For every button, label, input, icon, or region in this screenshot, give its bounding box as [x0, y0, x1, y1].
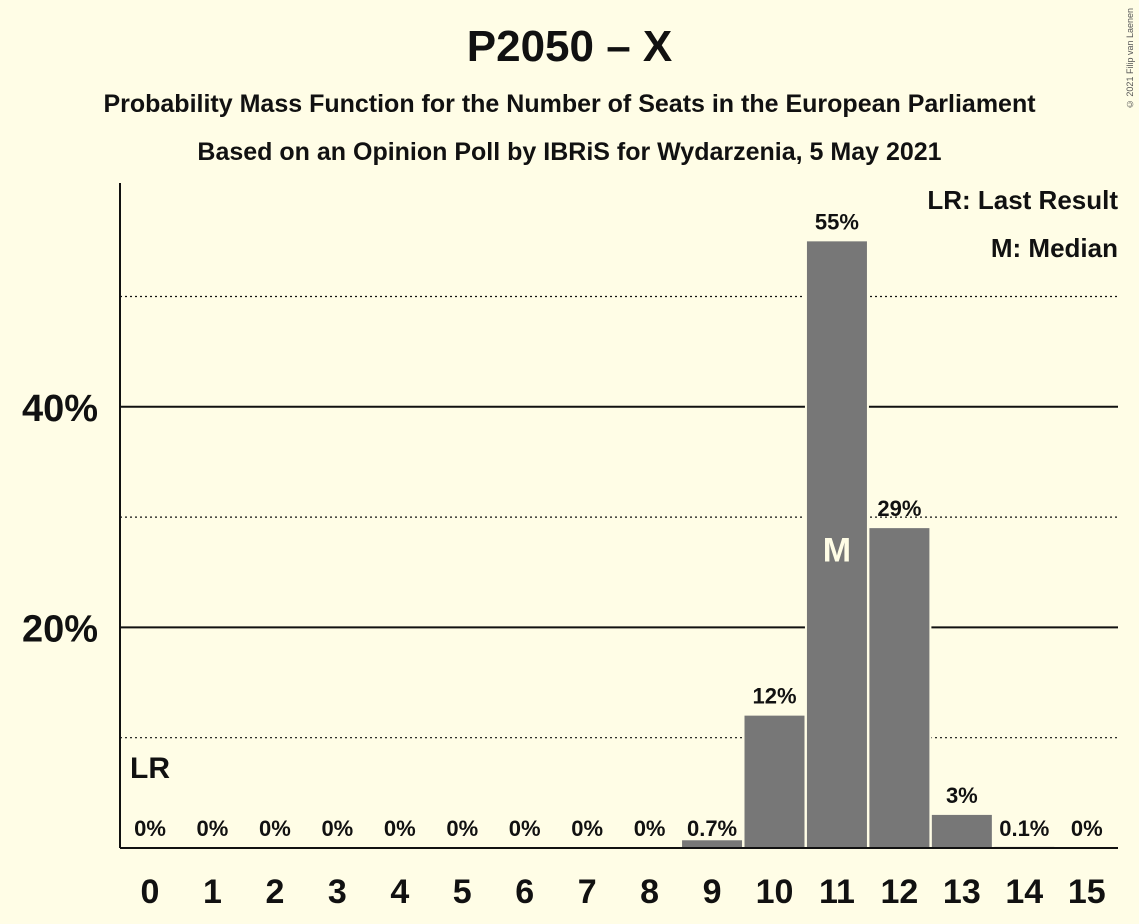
bar	[931, 814, 992, 848]
data-label: 0%	[134, 816, 166, 841]
data-label: 0%	[384, 816, 416, 841]
bar	[869, 528, 930, 848]
median-marker: M	[823, 531, 851, 569]
y-tick-label: 20%	[22, 608, 98, 650]
x-tick-label: 5	[453, 873, 472, 911]
legend-median: M: Median	[991, 233, 1118, 263]
data-label: 0%	[1071, 816, 1103, 841]
x-tick-label: 4	[390, 873, 409, 911]
bar	[682, 840, 743, 848]
data-label: 0%	[197, 816, 229, 841]
data-label: 29%	[877, 496, 921, 521]
x-tick-label: 0	[141, 873, 160, 911]
data-label: 0%	[446, 816, 478, 841]
x-tick-label: 10	[756, 873, 794, 911]
x-tick-label: 14	[1005, 873, 1043, 911]
chart-subtitle: Probability Mass Function for the Number…	[103, 90, 1036, 118]
data-label: 0%	[634, 816, 666, 841]
x-tick-label: 2	[265, 873, 284, 911]
x-tick-label: 12	[880, 873, 918, 911]
x-tick-label: 9	[703, 873, 722, 911]
x-tick-label: 15	[1068, 873, 1106, 911]
data-label: 0.1%	[999, 816, 1049, 841]
y-tick-label: 40%	[22, 388, 98, 430]
data-label: 55%	[815, 209, 859, 234]
data-label: 0.7%	[687, 816, 737, 841]
x-tick-label: 11	[819, 873, 855, 911]
chart-title: P2050 – X	[466, 22, 673, 71]
bar	[744, 715, 805, 848]
x-tick-label: 13	[943, 873, 981, 911]
data-label: 3%	[946, 783, 978, 808]
x-tick-label: 7	[578, 873, 597, 911]
data-label: 0%	[571, 816, 603, 841]
data-label: 0%	[259, 816, 291, 841]
data-label: 0%	[509, 816, 541, 841]
bar-halo	[992, 844, 1057, 848]
bar	[806, 241, 867, 849]
x-tick-label: 3	[328, 873, 347, 911]
legend-last-result: LR: Last Result	[927, 185, 1118, 215]
chart-source: Based on an Opinion Poll by IBRiS for Wy…	[197, 138, 942, 166]
data-label: 12%	[752, 684, 796, 709]
x-tick-label: 8	[640, 873, 659, 911]
x-tick-label: 6	[515, 873, 534, 911]
last-result-marker: LR	[130, 752, 170, 785]
data-label: 0%	[321, 816, 353, 841]
x-tick-label: 1	[203, 873, 222, 911]
